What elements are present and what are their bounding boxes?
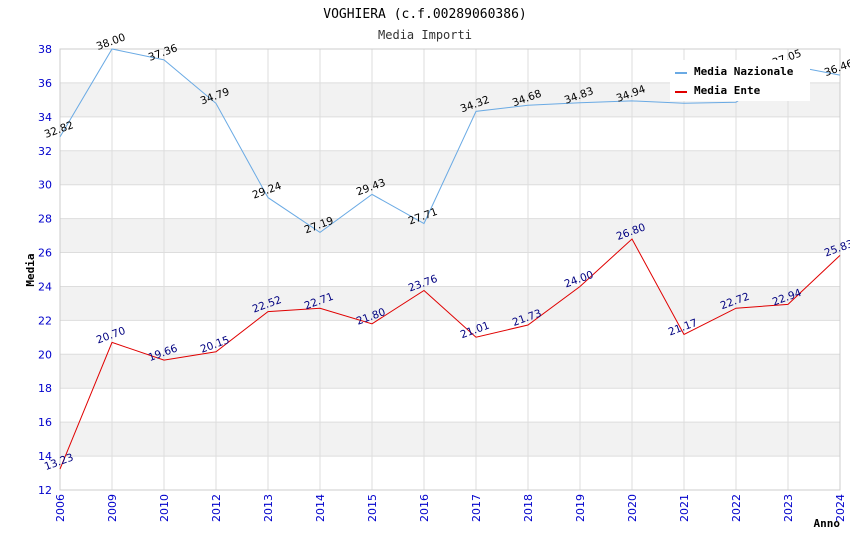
x-tick-label: 2014	[314, 494, 327, 522]
x-tick-label: 2018	[522, 494, 535, 522]
y-tick-label: 30	[38, 179, 52, 192]
y-tick-label: 14	[38, 450, 52, 463]
y-axis-label: Media	[24, 253, 37, 286]
y-tick-label: 28	[38, 213, 52, 226]
x-axis-label: Anno	[814, 517, 841, 530]
x-tick-label: 2022	[730, 494, 743, 522]
data-label: 37.36	[147, 42, 180, 64]
data-label: 20.70	[95, 325, 127, 347]
x-tick-label: 2024	[834, 494, 847, 522]
x-tick-label: 2021	[678, 494, 691, 522]
data-label: 38.00	[95, 31, 127, 53]
y-tick-label: 36	[38, 77, 52, 90]
chart-title: VOGHIERA (c.f.00289060386)	[323, 7, 527, 22]
data-label: 36.46	[823, 57, 850, 79]
y-tick-label: 20	[38, 348, 52, 361]
x-axis-ticks: 2006 2009 2010 2012 2013 2014 2015 2016 2017 2018…	[54, 494, 847, 522]
y-tick-label: 22	[38, 314, 52, 327]
x-tick-label: 2010	[158, 494, 171, 522]
grid-bands	[60, 82, 840, 457]
series-line-ente	[59, 238, 841, 470]
y-tick-label: 24	[38, 280, 52, 293]
y-tick-label: 18	[38, 382, 52, 395]
chart-subtitle: Media Importi	[378, 28, 472, 42]
x-tick-label: 2009	[106, 494, 119, 522]
legend-box	[670, 60, 810, 101]
y-tick-label: 26	[38, 247, 52, 260]
y-axis-ticks: 12 14 16 18 20 22 24 26 28 30 32 34 36 38	[38, 43, 52, 497]
y-tick-label: 32	[38, 145, 52, 158]
grid-band	[60, 422, 840, 457]
series-lines	[59, 48, 841, 470]
data-label: 20.15	[199, 334, 231, 356]
data-label: 21.01	[459, 320, 491, 342]
x-tick-label: 2023	[782, 494, 795, 522]
plot-border	[59, 48, 841, 491]
y-tick-label: 12	[38, 484, 52, 497]
x-tick-label: 2019	[574, 494, 587, 522]
x-tick-label: 2006	[54, 494, 67, 522]
y-tick-label: 34	[38, 111, 52, 124]
x-tick-label: 2017	[470, 494, 483, 522]
legend: Media Nazionale Media Ente	[670, 60, 810, 101]
grid-band	[60, 218, 840, 253]
grid-band	[60, 286, 840, 321]
series-line-nazionale	[59, 48, 841, 234]
y-tick-label: 38	[38, 43, 52, 56]
x-tick-label: 2015	[366, 494, 379, 522]
grid-band	[60, 354, 840, 389]
x-tick-label: 2013	[262, 494, 275, 522]
legend-label-nazionale: Media Nazionale	[694, 65, 794, 78]
y-tick-label: 16	[38, 416, 52, 429]
grid-lines	[59, 48, 841, 491]
legend-label-ente: Media Ente	[694, 84, 761, 97]
x-tick-label: 2020	[626, 494, 639, 522]
x-tick-label: 2012	[210, 494, 223, 522]
x-tick-label: 2016	[418, 494, 431, 522]
